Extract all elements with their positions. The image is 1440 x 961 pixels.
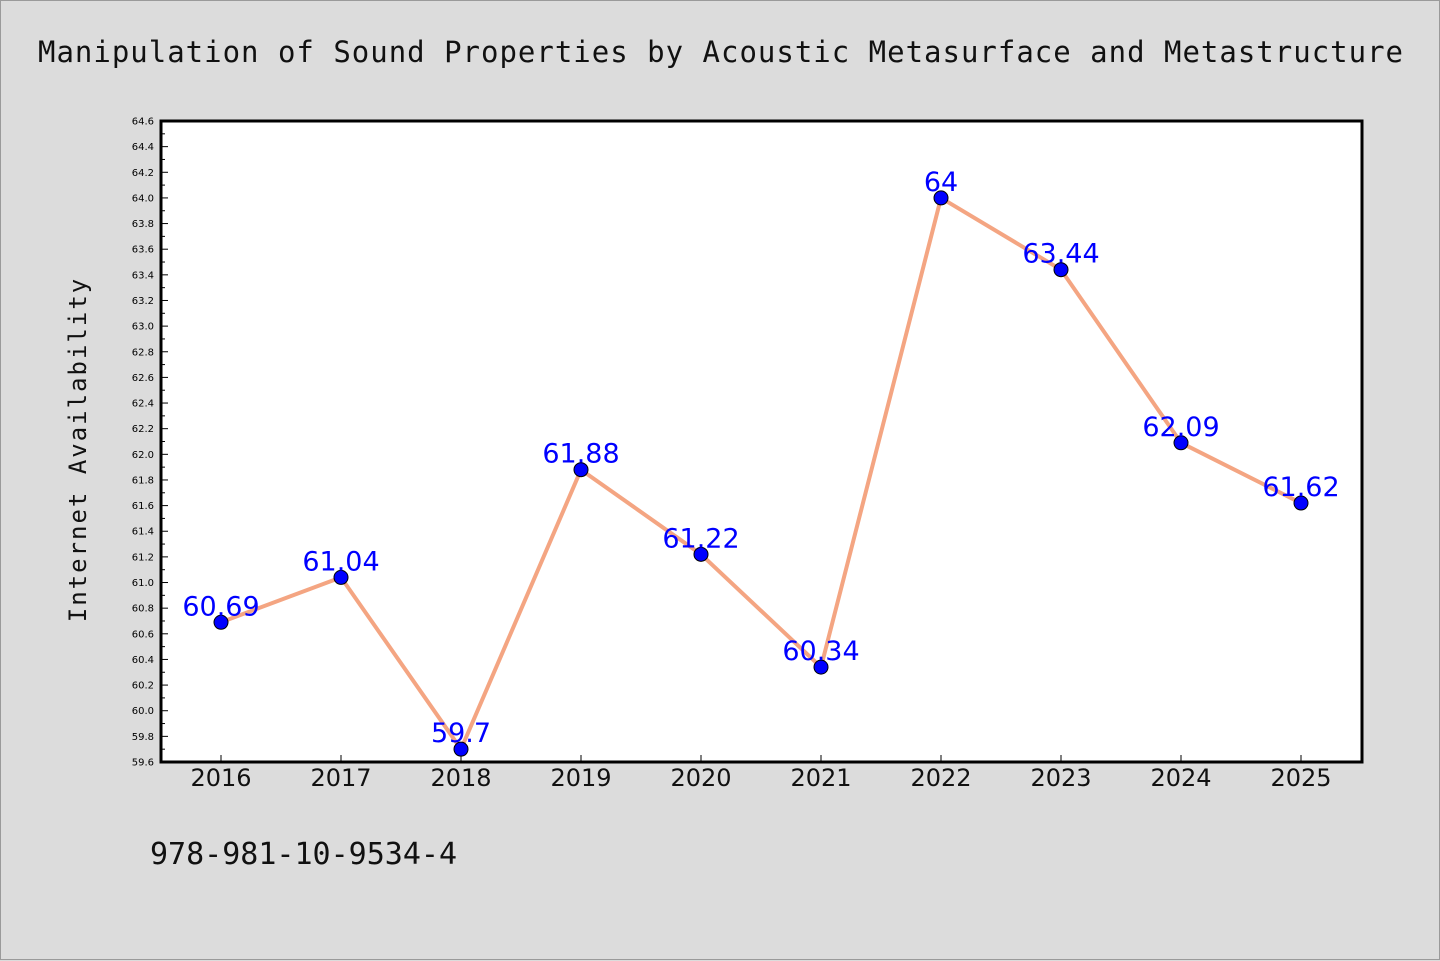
- x-tick-label: 2018: [430, 764, 491, 792]
- data-label: 59.7: [431, 718, 491, 749]
- data-label: 60.34: [782, 636, 859, 667]
- y-tick-label: 59.6: [132, 758, 154, 769]
- plot-frame: [159, 119, 1364, 764]
- x-tick-label: 2019: [550, 764, 611, 792]
- data-point: [333, 569, 349, 585]
- y-tick-label: 60.6: [132, 629, 154, 640]
- data-point: [453, 741, 469, 757]
- data-point: [1053, 262, 1069, 278]
- data-point: [573, 462, 589, 478]
- data-label: 61.62: [1262, 472, 1339, 503]
- data-label: 61.88: [542, 439, 619, 470]
- x-tick-label: 2020: [670, 764, 731, 792]
- data-label: 63.44: [1022, 239, 1099, 270]
- y-tick-label: 64.4: [132, 142, 154, 153]
- y-tick-label: 61.2: [132, 552, 154, 563]
- x-tick-label: 2017: [310, 764, 371, 792]
- x-tick-label: 2024: [1150, 764, 1211, 792]
- y-tick-label: 60.4: [132, 655, 154, 666]
- y-tick-label: 62.6: [132, 373, 154, 384]
- data-point: [1293, 495, 1309, 511]
- y-tick-label: 63.2: [132, 296, 154, 307]
- data-point: [693, 546, 709, 562]
- y-tick-label: 60.2: [132, 681, 154, 692]
- data-label: 64: [924, 167, 958, 198]
- x-tick-label: 2023: [1030, 764, 1091, 792]
- y-tick-label: 62.8: [132, 347, 154, 358]
- y-tick-label: 63.4: [132, 270, 154, 281]
- y-tick-label: 62.2: [132, 424, 154, 435]
- footer-code: 978-981-10-9534-4: [150, 837, 458, 872]
- data-label: 62.09: [1142, 412, 1219, 443]
- data-label: 61.04: [302, 546, 379, 577]
- data-point: [933, 190, 949, 206]
- y-tick-label: 61.6: [132, 501, 154, 512]
- x-tick-label: 2016: [190, 764, 251, 792]
- y-tick-label: 63.0: [132, 322, 154, 333]
- data-label: 61.22: [662, 523, 739, 554]
- y-tick-label: 61.4: [132, 527, 154, 538]
- x-tick-label: 2022: [910, 764, 971, 792]
- plot-area: [161, 121, 1362, 762]
- y-tick-label: 64.2: [132, 168, 154, 179]
- y-tick-label: 61.8: [132, 475, 154, 486]
- y-tick-label: 63.6: [132, 245, 154, 256]
- y-tick-label: 64.6: [132, 117, 154, 128]
- chart-title: Manipulation of Sound Properties by Acou…: [37, 35, 1404, 69]
- data-label: 60.69: [182, 591, 259, 622]
- series-line: [220, 195, 1302, 752]
- data-point: [213, 614, 229, 630]
- y-tick-label: 64.0: [132, 193, 154, 204]
- y-tick-label: 62.4: [132, 399, 154, 410]
- y-tick-label: 61.0: [132, 578, 154, 589]
- data-point: [1173, 435, 1189, 451]
- x-tick-label: 2021: [790, 764, 851, 792]
- y-tick-label: 60.0: [132, 706, 154, 717]
- y-tick-label: 63.8: [132, 219, 154, 230]
- y-tick-label: 60.8: [132, 604, 154, 615]
- y-tick-label: 59.8: [132, 732, 154, 743]
- data-point: [813, 659, 829, 675]
- y-axis-label: Internet Availability: [64, 277, 92, 622]
- x-tick-label: 2025: [1270, 764, 1331, 792]
- y-tick-label: 62.0: [132, 450, 154, 461]
